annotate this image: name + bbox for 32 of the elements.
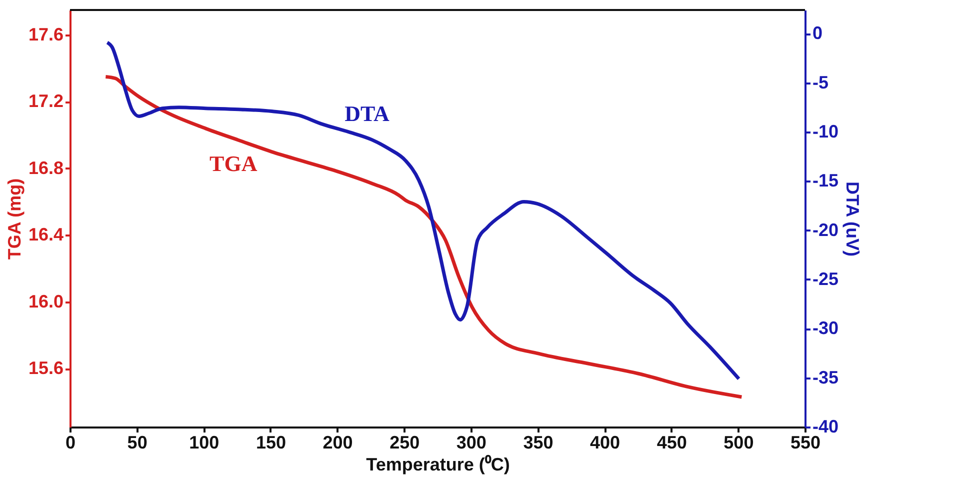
y-tick-label: 16.4 (28, 224, 64, 245)
line-series (104, 74, 744, 399)
x-tick-label: 400 (590, 432, 620, 452)
x-tick-label: 50 (127, 432, 148, 452)
series-label: TGA (210, 151, 258, 176)
x-axis-title: Temperature (⁰C) (366, 454, 510, 474)
series-label: DTA (344, 100, 390, 126)
y2-tick-label: -15 (812, 170, 839, 191)
x-tick-label: 100 (189, 432, 220, 452)
x-tick-label: 300 (456, 432, 486, 452)
y-tick-label: 16.0 (28, 291, 64, 312)
y-axis-title: TGA (mg) (4, 178, 24, 260)
x-tick-label: 250 (390, 432, 420, 452)
y2-tick-label: -30 (812, 318, 839, 338)
x-tick-label: 450 (656, 432, 687, 452)
y2-tick-label: 0 (812, 23, 823, 44)
x-tick-label: 150 (256, 432, 286, 452)
y-tick-label: 17.6 (28, 24, 64, 45)
x-tick-label: 200 (322, 432, 353, 452)
y2-tick-label: -20 (812, 220, 839, 240)
x-tick-label: 0 (65, 432, 76, 452)
y-tick-label: 15.6 (28, 358, 64, 378)
y2-tick-label: -35 (812, 367, 839, 388)
x-tick-label: 500 (724, 432, 754, 452)
x-tick-label: 350 (523, 432, 554, 452)
y-tick-label: 16.8 (28, 158, 64, 178)
y2-axis-title: DTA (uV) (842, 182, 863, 256)
y2-tick-label: -25 (812, 268, 839, 289)
y2-tick-label: -10 (812, 121, 839, 142)
y2-tick-label: -5 (812, 72, 829, 92)
line-series (106, 40, 741, 381)
y-tick-label: 17.2 (28, 91, 64, 112)
